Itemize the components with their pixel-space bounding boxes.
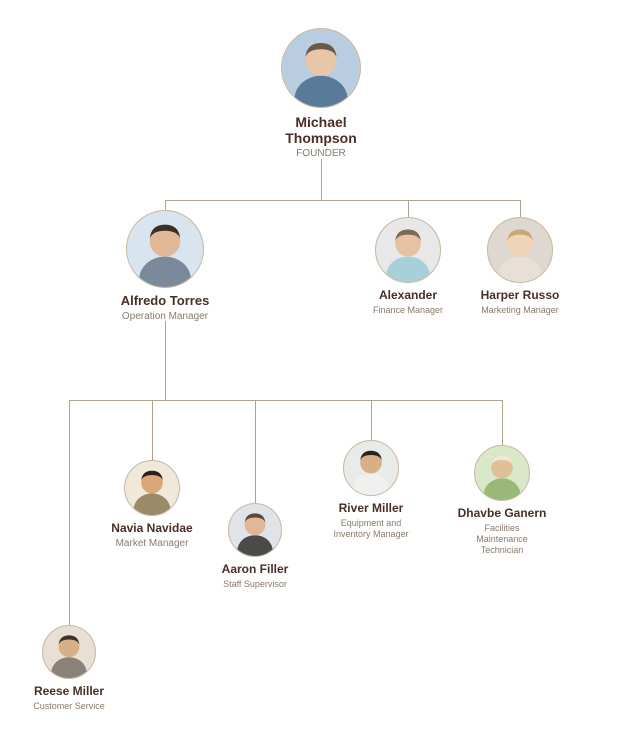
org-node-dhavbe: Dhavbe Ganern Facilities Maintenance Tech… (422, 445, 582, 557)
connector (69, 400, 502, 401)
org-node-reese: Reese Miller Customer Service (0, 625, 149, 712)
connector (502, 400, 503, 445)
avatar (42, 625, 96, 679)
person-role: Customer Service (33, 701, 105, 712)
connector (152, 400, 153, 460)
avatar (126, 210, 204, 288)
org-node-alfredo: Alfredo TorresOperation Manager (85, 210, 245, 323)
connector (165, 321, 166, 400)
connector (165, 200, 520, 201)
person-role: Staff Supervisor (223, 579, 287, 590)
person-name: Michael Thompson (285, 114, 357, 146)
org-node-harper: Harper Russo Marketing Manager (440, 217, 600, 316)
avatar (474, 445, 530, 501)
person-name: Harper Russo (481, 289, 560, 303)
avatar (228, 503, 282, 557)
connector (408, 200, 409, 217)
person-name: Aaron Filler (222, 563, 289, 577)
person-name: Dhavbe Ganern (458, 507, 547, 521)
avatar (375, 217, 441, 283)
connector (255, 400, 256, 503)
connector (371, 400, 372, 440)
org-node-founder: Michael ThompsonFOUNDER (241, 28, 401, 161)
person-name: Alfredo Torres (121, 294, 210, 309)
person-name: Reese Miller (34, 685, 104, 699)
person-role: Marketing Manager (481, 305, 559, 316)
avatar (343, 440, 399, 496)
person-role: Finance Manager (373, 305, 443, 316)
avatar (281, 28, 361, 108)
connector (69, 400, 70, 625)
avatar (124, 460, 180, 516)
connector (165, 200, 166, 210)
connector (321, 159, 322, 200)
person-role: Facilities Maintenance Technician (476, 523, 528, 557)
person-name: River Miller (339, 502, 404, 516)
person-name: Alexander (379, 289, 437, 303)
avatar (487, 217, 553, 283)
person-role: Equipment and Inventory Manager (333, 518, 408, 541)
org-chart: Michael ThompsonFOUNDER Alfredo TorresOp… (0, 0, 641, 741)
connector (520, 200, 521, 217)
